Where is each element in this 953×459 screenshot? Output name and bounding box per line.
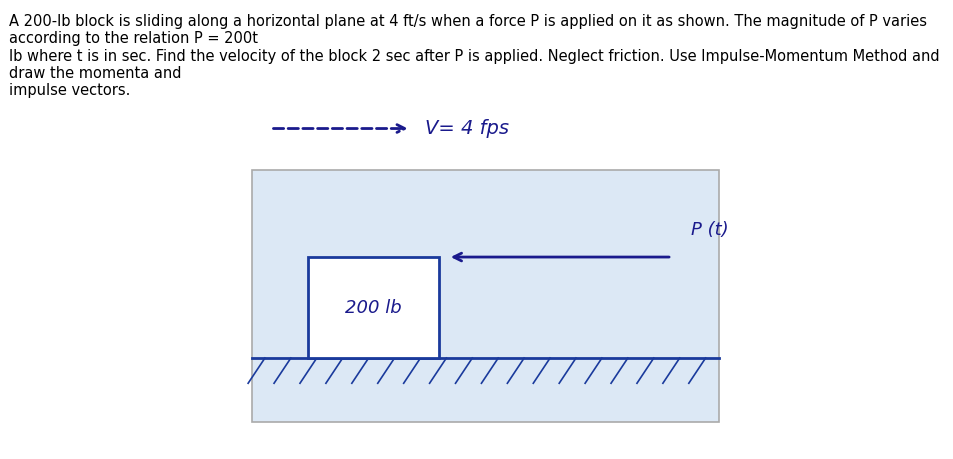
Text: A 200-lb block is sliding along a horizontal plane at 4 ft/s when a force P is a: A 200-lb block is sliding along a horizo… [10, 14, 939, 98]
FancyBboxPatch shape [252, 170, 718, 422]
Text: V= 4 fps: V= 4 fps [424, 119, 508, 138]
Text: 200 lb: 200 lb [345, 298, 401, 317]
Bar [308, 257, 438, 358]
Text: P (t): P (t) [690, 220, 727, 239]
